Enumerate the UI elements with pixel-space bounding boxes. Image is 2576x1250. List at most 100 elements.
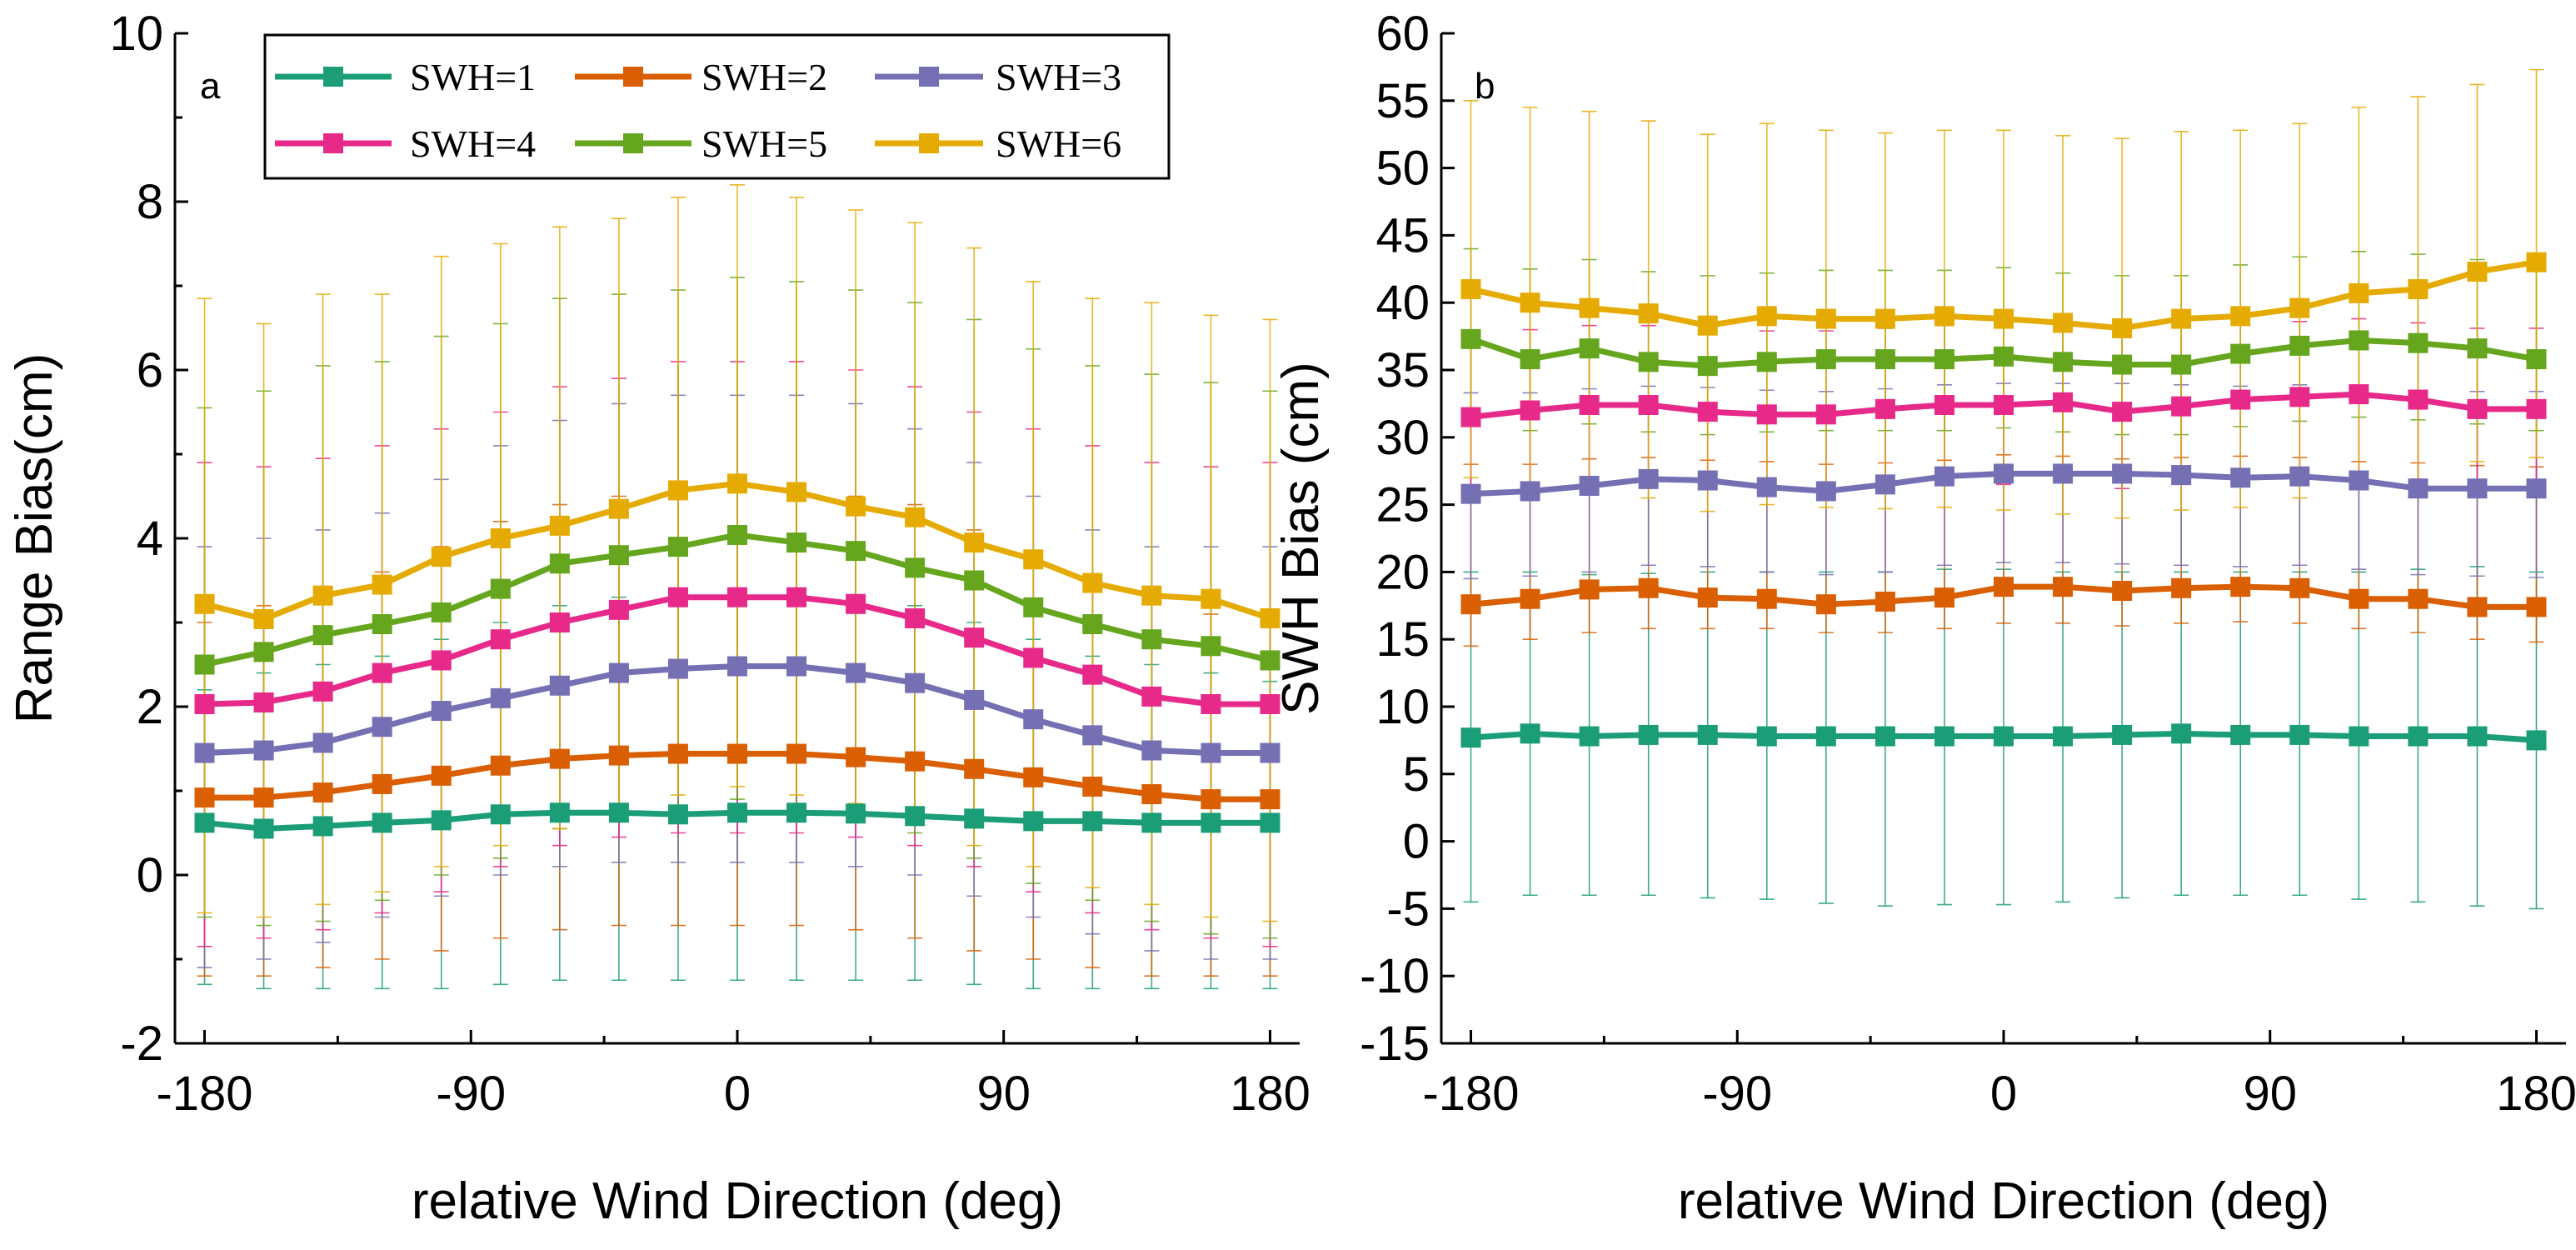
panel-b-series-1-point — [2230, 724, 2251, 745]
panel-b-series-3-point — [2230, 468, 2251, 488]
panel-a-series-2-point — [431, 765, 452, 786]
panel-a-ticks: -180 -90 0 90 180 -2 0 2 4 6 8 10 — [109, 7, 1310, 1121]
panel-a-series-5-point — [490, 578, 511, 599]
panel-b-series-6-point — [2349, 282, 2369, 303]
panel-a-letter: a — [200, 66, 221, 107]
panel-a-series-4-point — [431, 650, 452, 671]
panel-b-series-3-point — [1994, 463, 2014, 484]
panel-a-series-4-point — [194, 693, 215, 714]
panel-b-series-1-point — [1875, 726, 1895, 747]
panel-a-series-5-point — [1260, 650, 1281, 671]
legend-marker-swh2 — [623, 67, 643, 87]
panel-b-series-1-point — [1934, 726, 1954, 747]
panel-b-series-6-point — [2112, 318, 2133, 338]
panel-b-series-3-point — [2467, 478, 2488, 499]
panel-b-y-tick-label: -15 — [1360, 1017, 1430, 1071]
panel-a-series-5-point — [372, 614, 392, 635]
panel-a-series-3-point — [312, 732, 333, 753]
panel-b-series-3-point — [2171, 465, 2192, 486]
panel-b-x-tick-label: -180 — [1422, 1067, 1519, 1121]
panel-b-series-1-point — [2289, 724, 2310, 745]
panel-b-y-tick-label: 55 — [1375, 74, 1430, 128]
panel-a-series-4-point — [490, 629, 511, 650]
panel-a-series-6-point — [372, 574, 392, 595]
panel-a-series-3-point — [194, 742, 215, 763]
panel-a-series-1-point — [1141, 812, 1162, 833]
panel-b-series-6-point — [1579, 298, 1600, 318]
panel-a-series-3-point — [846, 662, 866, 683]
panel-a-series-5-point — [786, 532, 807, 553]
panel-b-series-5-point — [2230, 343, 2251, 364]
panel-a-series-1-point — [667, 804, 688, 825]
panel-a-series-6-point — [194, 593, 215, 614]
panel-a-series-3-point — [372, 717, 392, 738]
panel-a-series-1-point — [905, 806, 926, 827]
panel-a-series-1-line-group — [194, 802, 1281, 839]
legend-label-swh6: SWH=6 — [996, 122, 1121, 165]
panel-a-series-4-point — [1260, 693, 1281, 714]
panel-a-series-2-point — [372, 773, 392, 794]
panel-b-series-1-point — [1697, 724, 1718, 745]
panel-a-series-2-point — [786, 743, 807, 764]
panel-b-y-tick-label: 60 — [1375, 7, 1430, 61]
panel-b-series-6-point — [1460, 279, 1481, 300]
panel-b-series-6-point — [2289, 298, 2310, 318]
panel-b-series-4-point — [1875, 398, 1895, 419]
panel-a-y-tick-label: 6 — [137, 343, 163, 398]
panel-a-series-2-point — [1260, 789, 1281, 810]
panel-a-series-6-point — [490, 528, 511, 548]
panel-a-series-3-point — [431, 701, 452, 722]
panel-b-series-1-point — [1815, 726, 1836, 747]
panel-a-series-1-point — [1201, 812, 1221, 833]
panel-a-series-4-point — [727, 587, 747, 608]
panel-a-series-2-point — [964, 758, 985, 779]
panel-b-series-5-point — [1697, 356, 1718, 377]
panel-a-series-1-point — [194, 812, 215, 833]
panel-b-y-axis-title: SWH Bias (cm) — [1272, 362, 1330, 715]
legend-entry-swh1: SWH=1 — [275, 56, 536, 98]
panel-b-series-3-point — [1934, 466, 1954, 487]
panel-a-series-3-point — [964, 689, 985, 710]
panel-a-series-3-point — [1023, 709, 1044, 730]
panel-a-series-3-point — [1260, 742, 1281, 763]
panel-a-series-5-point — [194, 654, 215, 675]
panel-a-series-3-point — [667, 658, 688, 679]
panel-b-series-1-point — [1460, 728, 1481, 748]
panel-a-series-2-point — [1141, 784, 1162, 805]
panel-b-series-4-point — [2053, 392, 2074, 412]
panel-b-series-3-point — [1579, 475, 1600, 496]
panel-a-series-1-point — [253, 818, 274, 839]
panel-b-series-1-line-group — [1460, 723, 2547, 751]
panel-b-series-3-point — [2112, 463, 2133, 484]
panel-a-series-5-point — [1082, 614, 1103, 635]
panel-a-series-3-point — [490, 688, 511, 708]
legend-entry-swh3: SWH=3 — [875, 56, 1121, 98]
panel-b-series-2-point — [1994, 577, 2014, 598]
panel-a-series-6-point — [431, 547, 452, 568]
panel-a-series-4-point — [786, 587, 807, 608]
panel-a-series-3-point — [1082, 725, 1103, 746]
panel-b-y-tick-label: 15 — [1375, 612, 1430, 667]
panel-b-series-3-point — [1697, 470, 1718, 491]
panel-b-series-2-point — [2230, 577, 2251, 598]
panel-a-series-1-point — [490, 804, 511, 825]
panel-b-series-2-point — [2112, 581, 2133, 602]
panel-a-series-6-point — [1260, 608, 1281, 628]
panel-a-series-1-point — [1023, 811, 1044, 832]
panel-b-x-tick-label: -90 — [1702, 1067, 1772, 1121]
panel-b-series-4-point — [2112, 402, 2133, 422]
legend-marker-swh6 — [919, 133, 939, 153]
panel-a-series-3-point — [1201, 742, 1221, 763]
panel-a-series-2-point — [1023, 767, 1044, 788]
panel-a-series-6-line-group — [194, 473, 1281, 629]
panel-b-series-6-point — [2467, 262, 2488, 282]
panel-a-series-5-point — [312, 625, 333, 646]
panel-b-data-marks — [1460, 68, 2547, 910]
panel-b: -180 -90 0 90 180 -15 -10 -5 0 5 10 15 20 25 30 35 40 45 5… — [1272, 7, 2576, 1230]
panel-b-series-2-point — [1520, 588, 1540, 609]
panel-a-series-6-point — [1082, 572, 1103, 593]
panel-b-series-6-point — [1638, 303, 1659, 324]
legend-marker-swh4 — [323, 133, 343, 153]
panel-a-series-4-point — [1023, 648, 1044, 668]
